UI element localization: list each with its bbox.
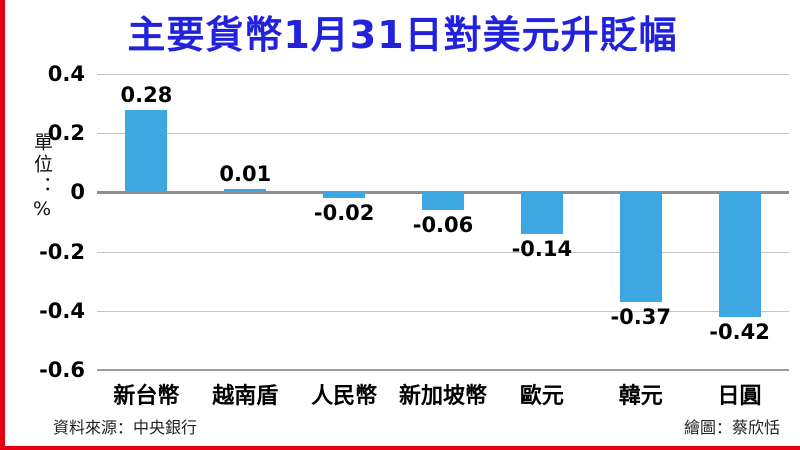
gridline — [97, 133, 789, 135]
value-label: -0.42 — [709, 319, 770, 344]
plot-area: 0.4 0.2 0 -0.2 -0.4 -0.6 0.28 0.01 -0.02 -0.06 -0.… — [39, 62, 789, 382]
y-axis-unit-label: 單位：% — [31, 132, 53, 223]
y-tick-label: 0.2 — [47, 121, 85, 146]
bar — [224, 189, 267, 193]
value-label: -0.06 — [412, 213, 474, 238]
value-label: 0.28 — [120, 82, 173, 107]
y-tick-label: -0.4 — [39, 298, 85, 323]
y-tick-label: -0.2 — [39, 239, 85, 264]
bar — [619, 192, 662, 302]
category-label: 新加坡幣 — [398, 384, 488, 409]
bar — [323, 192, 366, 199]
category-label: 歐元 — [519, 384, 564, 409]
value-label: -0.37 — [610, 304, 671, 329]
value-label: -0.14 — [511, 236, 573, 261]
chart-title: 主要貨幣1月31日對美元升貶幅 — [127, 13, 678, 57]
category-label: 越南盾 — [212, 384, 279, 409]
bar — [422, 192, 464, 211]
category-label: 日圓 — [717, 384, 762, 409]
y-tick-label: 0 — [70, 180, 85, 205]
y-tick-label: -0.6 — [39, 358, 85, 382]
gridline — [97, 251, 789, 253]
category-label: 人民幣 — [311, 384, 378, 409]
value-label: 0.01 — [219, 162, 272, 187]
y-tick-label: 0.4 — [47, 62, 85, 86]
category-label: 新台幣 — [113, 384, 180, 409]
value-label: -0.02 — [313, 201, 375, 226]
gridline — [97, 74, 789, 75]
bar — [520, 192, 563, 234]
bar — [125, 109, 168, 193]
gridline — [97, 369, 789, 371]
category-label: 韓元 — [618, 384, 663, 409]
credit-note: 繪圖：蔡欣恬 — [683, 418, 780, 437]
gridline — [97, 310, 789, 312]
source-note: 資料來源：中央銀行 — [53, 418, 198, 437]
bar — [718, 192, 761, 317]
